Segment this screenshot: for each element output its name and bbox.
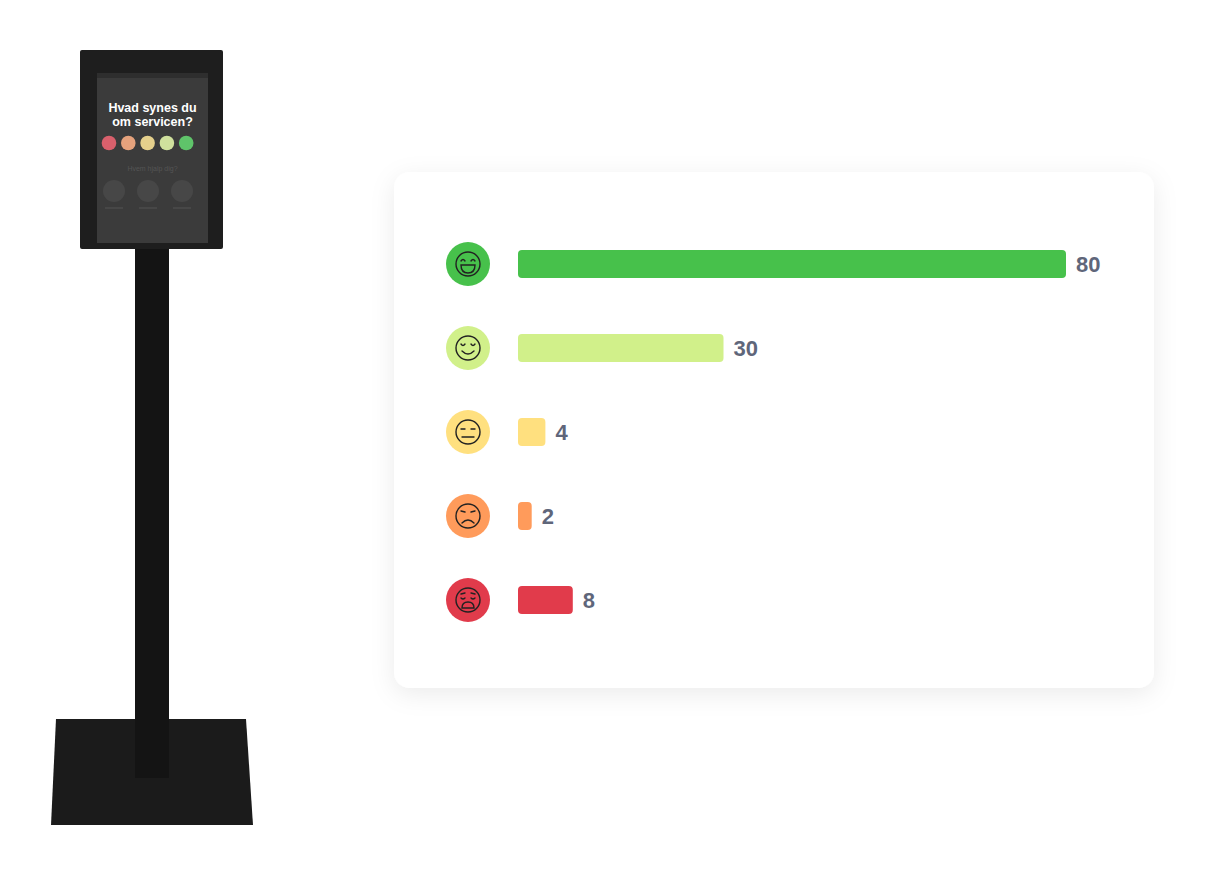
staff-icon bbox=[103, 180, 125, 202]
kiosk: Hvad synes duom servicen? Hvem hjalp dig? bbox=[51, 50, 253, 825]
data-label: 8 bbox=[583, 588, 595, 613]
smiley-icon bbox=[446, 410, 490, 454]
rating-dot bbox=[121, 136, 136, 151]
smiley-brows bbox=[461, 511, 475, 512]
smiley-bg bbox=[446, 242, 490, 286]
smiley-outline bbox=[456, 504, 480, 528]
rating-dot bbox=[140, 136, 155, 151]
rating-dot bbox=[160, 136, 175, 151]
page: Hvad synes duom servicen? Hvem hjalp dig?… bbox=[0, 0, 1206, 876]
bar bbox=[518, 334, 724, 362]
smiley-outline bbox=[456, 588, 480, 612]
staff-icon bbox=[171, 180, 193, 202]
smiley-brows bbox=[461, 593, 475, 594]
question-line: om servicen? bbox=[112, 115, 193, 129]
smiley-bg bbox=[446, 494, 490, 538]
tablet-screen bbox=[97, 73, 208, 243]
rating-dot bbox=[179, 136, 194, 151]
question-line: Hvad synes du bbox=[108, 101, 196, 115]
smiley-icon bbox=[446, 326, 490, 370]
bar bbox=[518, 586, 573, 614]
data-label: 30 bbox=[734, 336, 758, 361]
data-label: 2 bbox=[542, 504, 554, 529]
icons bbox=[446, 242, 490, 622]
smiley-bg bbox=[446, 410, 490, 454]
kiosk-pole bbox=[135, 245, 169, 778]
data-label: 80 bbox=[1076, 252, 1100, 277]
smiley-eyes bbox=[461, 260, 475, 262]
smiley-icon bbox=[446, 578, 490, 622]
smiley-eyes bbox=[461, 344, 475, 346]
smiley-icon bbox=[446, 494, 490, 538]
tablet-frame bbox=[80, 50, 223, 249]
smiley-eyes bbox=[461, 598, 475, 599]
data-label: 4 bbox=[555, 420, 568, 445]
bars bbox=[518, 250, 1066, 614]
smiley-bg bbox=[446, 578, 490, 622]
smiley-mouth bbox=[461, 265, 475, 273]
bar bbox=[518, 502, 532, 530]
question: Hvad synes duom servicen? bbox=[108, 101, 196, 129]
rating-dot bbox=[102, 136, 117, 151]
smiley-mouth bbox=[462, 602, 474, 608]
smiley-bg bbox=[446, 326, 490, 370]
staff-label bbox=[139, 207, 157, 209]
bar bbox=[518, 250, 1066, 278]
subquestion: Hvem hjalp dig? bbox=[127, 165, 177, 173]
staff-label bbox=[105, 207, 123, 209]
smiley-eyes bbox=[461, 428, 475, 429]
smiley-mouth bbox=[462, 351, 474, 354]
smiley-mouth bbox=[462, 436, 474, 437]
smiley-mouth bbox=[462, 520, 474, 523]
status-bar bbox=[97, 73, 208, 78]
smiley-outline bbox=[456, 252, 480, 276]
smiley-icon bbox=[446, 242, 490, 286]
card bbox=[394, 172, 1154, 688]
staff-icon bbox=[137, 180, 159, 202]
smiley-outline bbox=[456, 420, 480, 444]
smiley-outline bbox=[456, 336, 480, 360]
data-labels: 80 30 4 2 8 bbox=[542, 252, 1101, 613]
staff-label bbox=[173, 207, 191, 209]
bar bbox=[518, 418, 545, 446]
